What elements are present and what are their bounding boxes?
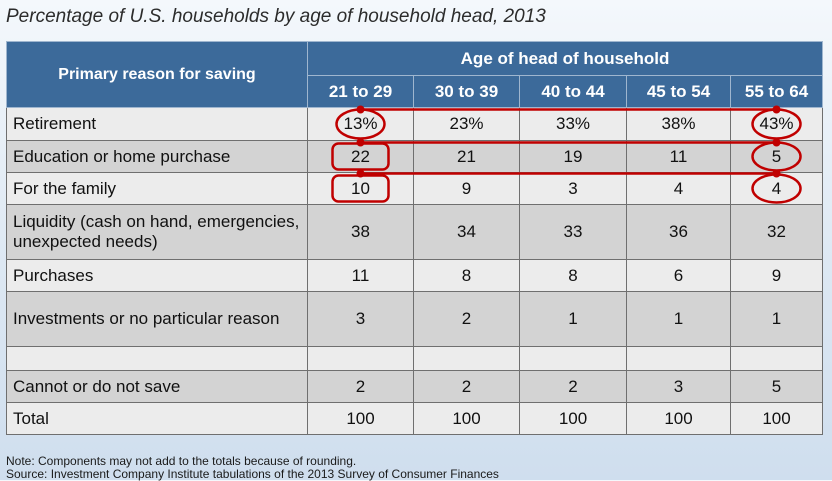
table-cell: 22 xyxy=(307,140,414,173)
row-label: Liquidity (cash on hand, emergencies, un… xyxy=(6,204,308,260)
column-header: 40 to 44 xyxy=(519,75,627,108)
table-cell: 4 xyxy=(626,172,731,205)
table-cell: 3 xyxy=(307,291,414,347)
row-label: Investments or no particular reason xyxy=(6,291,308,347)
table-cell: 3 xyxy=(519,172,627,205)
table-cell: 4 xyxy=(729,172,824,205)
table-cell xyxy=(413,346,520,371)
table-cell: 5 xyxy=(729,370,824,403)
table-cell: 38% xyxy=(626,107,731,141)
table-cell: 1 xyxy=(519,291,627,347)
table-cell xyxy=(729,346,824,371)
table-cell: 1 xyxy=(626,291,731,347)
table-cell: 2 xyxy=(519,370,627,403)
table-cell: 100 xyxy=(729,402,824,435)
group-header: Age of head of household xyxy=(306,41,824,76)
table-cell: 11 xyxy=(307,259,414,292)
table-cell: 19 xyxy=(519,140,627,173)
table-cell: 8 xyxy=(413,259,520,292)
table-cell: 32 xyxy=(729,204,824,260)
row-label: Total xyxy=(6,402,308,435)
table-cell: 9 xyxy=(729,259,824,292)
table-cell: 6 xyxy=(626,259,731,292)
table-row: For the family 10 9 3 4 4 xyxy=(6,172,824,205)
table-cell: 100 xyxy=(519,402,627,435)
table-cell: 2 xyxy=(413,370,520,403)
row-label: Purchases xyxy=(6,259,308,292)
table-cell: 2 xyxy=(307,370,414,403)
table-cell: 9 xyxy=(413,172,520,205)
column-header: 55 to 64 xyxy=(729,75,824,108)
row-label xyxy=(6,346,308,371)
table-row: Total 100 100 100 100 100 xyxy=(6,402,824,435)
table-row: Purchases 11 8 8 6 9 xyxy=(6,259,824,292)
table-row: Cannot or do not save 2 2 2 3 5 xyxy=(6,370,824,403)
row-label: Retirement xyxy=(6,107,308,141)
table-cell: 36 xyxy=(626,204,731,260)
table-cell: 23% xyxy=(413,107,520,141)
table-cell xyxy=(519,346,627,371)
source-line: Source: Investment Company Institute tab… xyxy=(6,467,499,481)
table-cell: 2 xyxy=(413,291,520,347)
table-cell: 100 xyxy=(413,402,520,435)
table-cell: 8 xyxy=(519,259,627,292)
note-line: Note: Components may not add to the tota… xyxy=(6,454,357,468)
table-cell xyxy=(307,346,414,371)
footnote: Note: Components may not add to the tota… xyxy=(6,455,499,481)
column-header: 30 to 39 xyxy=(413,75,520,108)
table-row xyxy=(6,346,824,371)
row-label: Cannot or do not save xyxy=(6,370,308,403)
table-row: Liquidity (cash on hand, emergencies, un… xyxy=(6,204,824,260)
table-cell: 100 xyxy=(307,402,414,435)
row-header: Primary reason for saving xyxy=(6,41,308,108)
table-cell: 43% xyxy=(729,107,824,141)
table-cell: 21 xyxy=(413,140,520,173)
table-cell: 100 xyxy=(626,402,731,435)
table-cell: 5 xyxy=(729,140,824,173)
table-cell: 11 xyxy=(626,140,731,173)
row-label: Education or home purchase xyxy=(6,140,308,173)
table-cell: 1 xyxy=(729,291,824,347)
table-row: Investments or no particular reason 3 2 1 1 1 xyxy=(6,291,824,347)
table-cell: 33 xyxy=(519,204,627,260)
row-label: For the family xyxy=(6,172,308,205)
chart-title: Percentage of U.S. households by age of … xyxy=(6,6,546,27)
table-cell: 33% xyxy=(519,107,627,141)
table-row: Education or home purchase 22 21 19 11 5 xyxy=(6,140,824,173)
table-cell: 13% xyxy=(307,107,414,141)
column-header: 21 to 29 xyxy=(307,75,414,108)
column-header: 45 to 54 xyxy=(626,75,731,108)
table-cell xyxy=(626,346,731,371)
savings-table: Primary reason for saving Age of head of… xyxy=(6,41,824,435)
table-row: Retirement 13% 23% 33% 38% 43% xyxy=(6,107,824,141)
table-cell: 3 xyxy=(626,370,731,403)
table-cell: 10 xyxy=(307,172,414,205)
table-cell: 34 xyxy=(413,204,520,260)
table-cell: 38 xyxy=(307,204,414,260)
